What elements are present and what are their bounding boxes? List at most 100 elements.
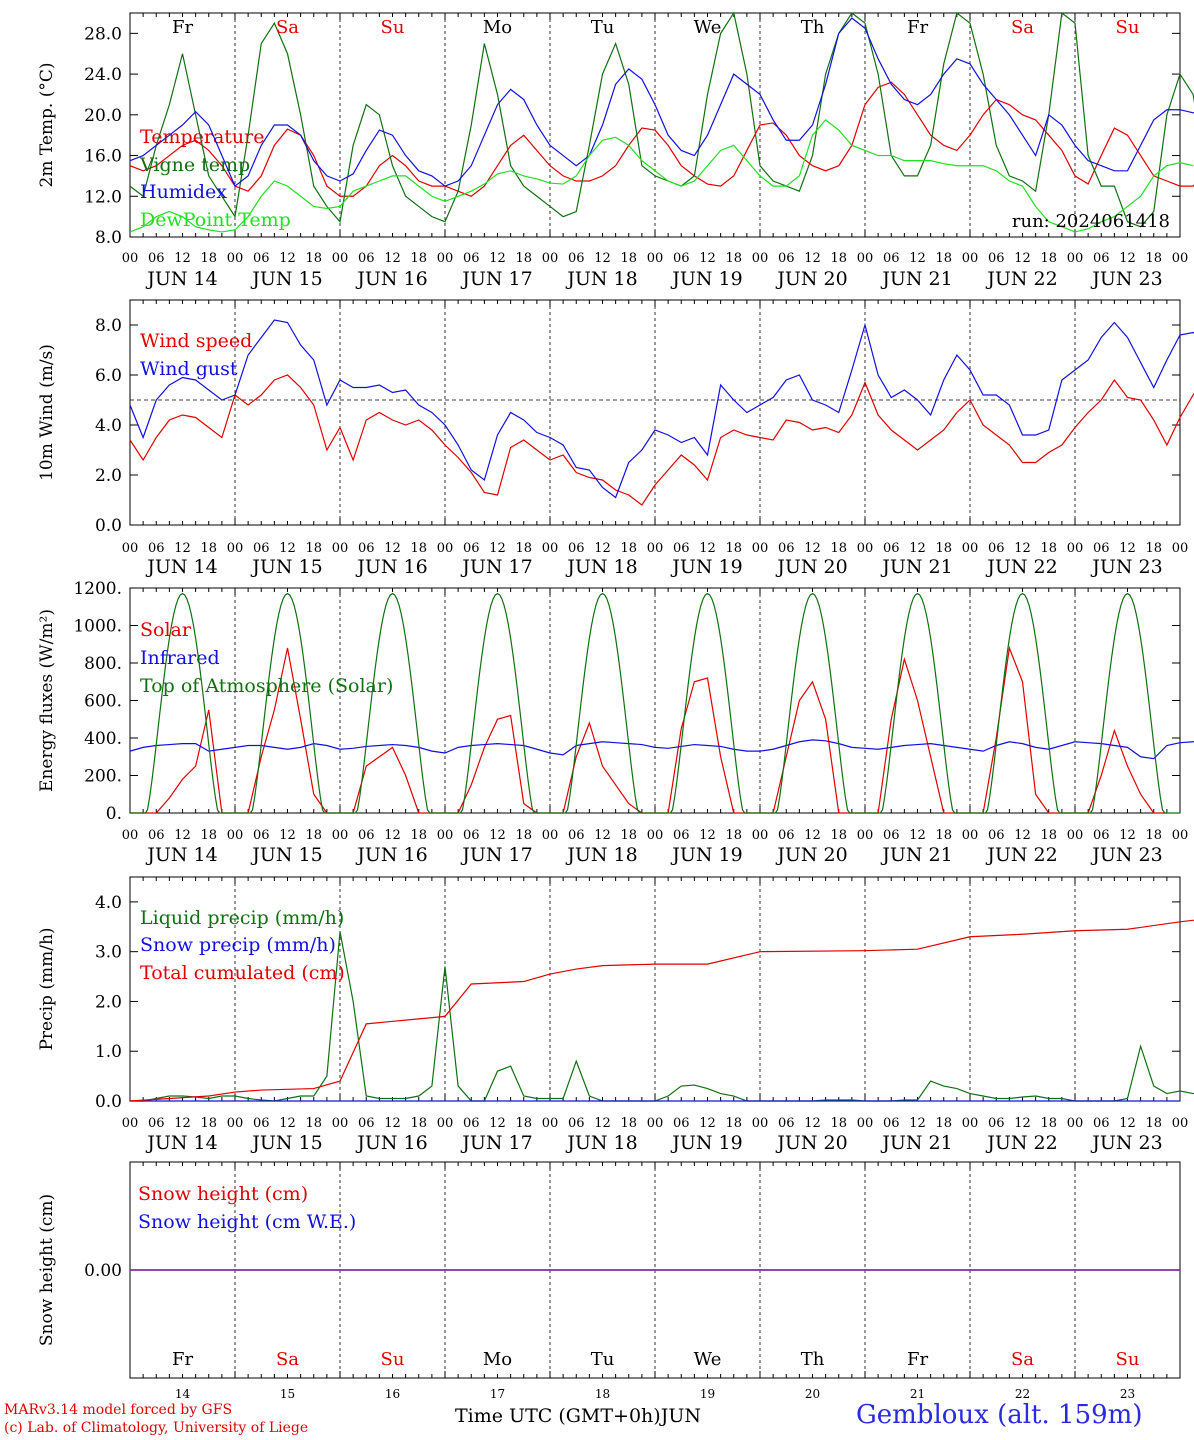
hour-tick-label: 06 <box>883 251 900 266</box>
weekday-label: Su <box>1116 17 1140 38</box>
hour-tick-label: 18 <box>830 1116 847 1131</box>
legend-entry: Snow height (cm W.E.) <box>138 1211 356 1233</box>
hour-tick-label: 12 <box>1119 541 1136 556</box>
weekday-label: Th <box>801 17 825 38</box>
hour-tick-label: 18 <box>725 1116 742 1131</box>
series-line-dewpoint-temp <box>129 119 1194 233</box>
series-line-temperature <box>129 81 1194 197</box>
hour-tick-label: 00 <box>857 828 874 843</box>
hour-tick-label: 00 <box>1067 541 1084 556</box>
hour-tick-label: 18 <box>1040 828 1057 843</box>
hour-tick-label: 12 <box>804 1116 821 1131</box>
hour-tick-label: 12 <box>384 1116 401 1131</box>
y-tick-label: 2.0 <box>95 466 122 486</box>
hour-tick-label: 12 <box>1119 828 1136 843</box>
date-label: JUN 20 <box>775 1132 847 1154</box>
hour-tick-label: 00 <box>857 251 874 266</box>
hour-tick-label: 00 <box>542 828 559 843</box>
hour-tick-label: 18 <box>830 251 847 266</box>
hour-tick-label: 18 <box>515 541 532 556</box>
date-label: JUN 21 <box>880 844 952 866</box>
hour-tick-label: 06 <box>778 828 795 843</box>
hour-tick-label: 12 <box>804 828 821 843</box>
day-number: 21 <box>910 1387 925 1401</box>
y-tick-label: 8.0 <box>95 316 122 336</box>
hour-tick-label: 00 <box>1067 828 1084 843</box>
hour-tick-label: 00 <box>227 828 244 843</box>
y-tick-label: 400. <box>84 729 122 749</box>
date-label: JUN 16 <box>355 268 427 290</box>
hour-tick-label: 06 <box>148 1116 165 1131</box>
hour-tick-label: 12 <box>699 251 716 266</box>
hour-tick-label: 12 <box>279 251 296 266</box>
weekday-label: Mo <box>483 17 512 38</box>
hour-tick-label: 18 <box>935 251 952 266</box>
hour-tick-label: 06 <box>148 251 165 266</box>
hour-tick-label: 18 <box>1040 251 1057 266</box>
hour-tick-label: 06 <box>778 541 795 556</box>
hour-tick-label: 12 <box>1014 1116 1031 1131</box>
hour-tick-label: 00 <box>332 541 349 556</box>
hour-tick-label: 00 <box>962 541 979 556</box>
hour-tick-label: 12 <box>594 1116 611 1131</box>
y-tick-label: 16.0 <box>84 147 122 167</box>
hour-tick-label: 06 <box>148 541 165 556</box>
panel-frame <box>129 587 1181 814</box>
hour-tick-label: 00 <box>647 828 664 843</box>
hour-tick-label: 06 <box>883 828 900 843</box>
date-label: JUN 21 <box>880 268 952 290</box>
hour-tick-label: 18 <box>515 251 532 266</box>
date-label: JUN 20 <box>775 268 847 290</box>
weekday-label: Fr <box>907 1349 928 1370</box>
y-tick-label: 0.0 <box>95 1092 122 1112</box>
hour-tick-label: 12 <box>804 251 821 266</box>
hour-tick-label: 00 <box>437 541 454 556</box>
hour-tick-label: 18 <box>200 251 217 266</box>
hour-tick-label: 12 <box>1014 251 1031 266</box>
legend-entry: Vigne temp <box>139 154 250 176</box>
series-line-infrared <box>129 739 1194 760</box>
date-label: JUN 23 <box>1090 556 1162 578</box>
hour-tick-label: 06 <box>988 251 1005 266</box>
day-number: 20 <box>805 1387 820 1401</box>
hour-tick-label: 12 <box>909 541 926 556</box>
hour-tick-label: 18 <box>305 1116 322 1131</box>
hour-tick-label: 00 <box>437 1116 454 1131</box>
date-label: JUN 15 <box>250 556 322 578</box>
y-tick-label: 8.0 <box>95 228 122 248</box>
legend-entry: Infrared <box>140 647 220 669</box>
hour-tick-label: 12 <box>909 1116 926 1131</box>
legend-entry: Snow precip (mm/h) <box>140 934 336 956</box>
hour-tick-label: 00 <box>1067 251 1084 266</box>
weekday-label: Tu <box>591 17 615 38</box>
hour-tick-label: 06 <box>883 1116 900 1131</box>
hour-tick-label: 12 <box>1119 251 1136 266</box>
series-line-wind-speed <box>129 374 1194 506</box>
hour-tick-label: 06 <box>568 828 585 843</box>
hour-tick-label: 18 <box>200 541 217 556</box>
hour-tick-label: 00 <box>1067 1116 1084 1131</box>
hour-tick-label: 12 <box>384 251 401 266</box>
date-label: JUN 14 <box>145 1132 217 1154</box>
hour-tick-label: 12 <box>594 828 611 843</box>
legend-entry: Wind speed <box>140 330 252 352</box>
day-number: 14 <box>175 1387 191 1401</box>
y-tick-label: 0. <box>106 804 122 824</box>
hour-tick-label: 06 <box>1093 251 1110 266</box>
hour-tick-label: 18 <box>515 828 532 843</box>
date-label: JUN 18 <box>565 556 637 578</box>
hour-tick-label: 06 <box>568 1116 585 1131</box>
date-label: JUN 14 <box>145 844 217 866</box>
y-tick-label: 2.0 <box>95 992 122 1012</box>
hour-tick-label: 06 <box>988 1116 1005 1131</box>
series-line-wind-gust <box>129 319 1194 499</box>
hour-tick-label: 18 <box>410 828 427 843</box>
date-label: JUN 23 <box>1090 1132 1162 1154</box>
weekday-label: We <box>694 1349 722 1370</box>
hour-tick-label: 00 <box>542 1116 559 1131</box>
hour-tick-label: 00 <box>962 828 979 843</box>
date-label: JUN 16 <box>355 844 427 866</box>
date-label: JUN 22 <box>985 844 1057 866</box>
hour-tick-label: 12 <box>174 1116 191 1131</box>
